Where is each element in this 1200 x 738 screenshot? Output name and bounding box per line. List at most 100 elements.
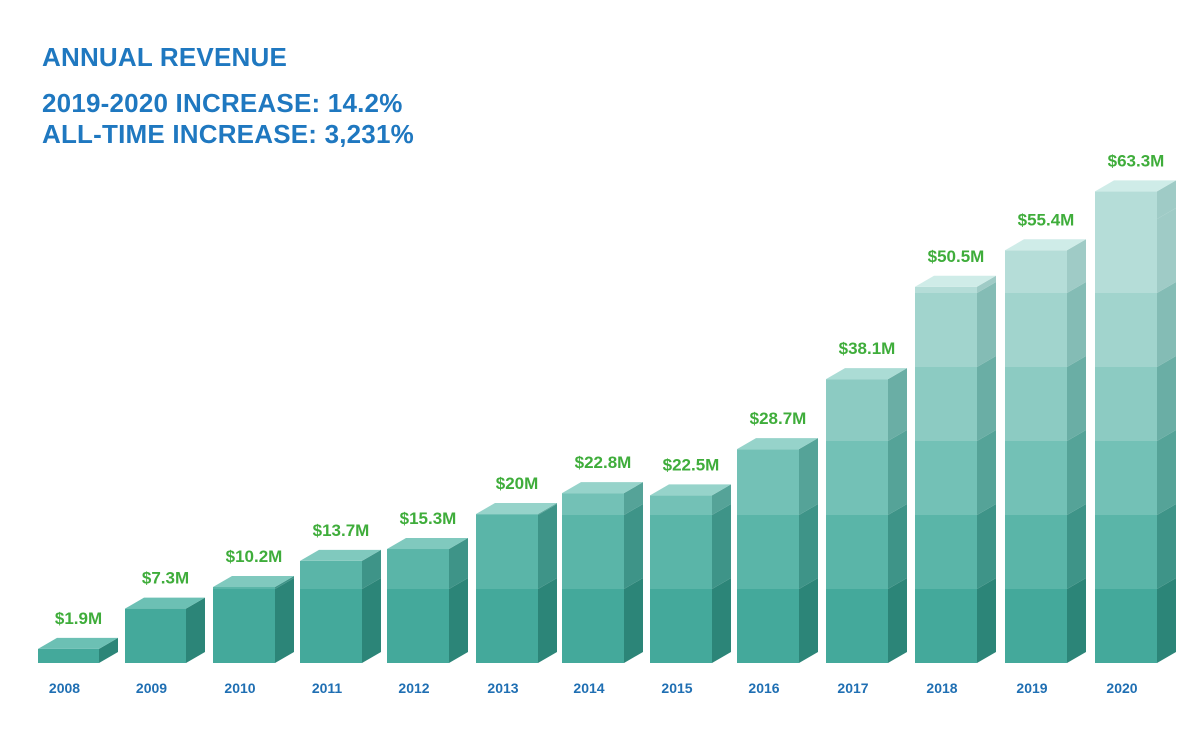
year-label-2020: 2020 <box>1106 680 1137 696</box>
bar-side-segment <box>799 578 818 663</box>
bar-top-face <box>300 549 381 561</box>
chart-title: ANNUAL REVENUE <box>42 42 288 72</box>
bar-front-segment <box>915 286 977 293</box>
bar-front-segment <box>826 589 888 663</box>
bar-side-segment <box>538 504 557 589</box>
bar-front-segment <box>650 589 712 663</box>
bar-side-segment <box>449 538 468 589</box>
bar-top-face <box>125 597 205 609</box>
bar-side-segment <box>1067 356 1086 441</box>
bar-front-segment <box>915 441 977 515</box>
value-label-2012: $15.3M <box>400 509 457 528</box>
bar-front-segment <box>213 587 275 589</box>
bar-2010 <box>213 576 294 663</box>
bar-front-segment <box>1005 293 1067 367</box>
bar-front-segment <box>1095 219 1157 293</box>
bar-front-segment <box>476 589 538 663</box>
bar-front-segment <box>826 515 888 589</box>
bar-front-segment <box>476 515 538 589</box>
bar-front-segment <box>1005 515 1067 589</box>
value-label-2010: $10.2M <box>226 547 283 566</box>
bar-top-face <box>1005 239 1086 251</box>
bar-side-segment <box>1067 504 1086 589</box>
bar-front-segment <box>1005 441 1067 515</box>
value-label-2009: $7.3M <box>142 569 189 588</box>
bar-side-segment <box>977 275 996 293</box>
bar-top-face <box>38 637 118 649</box>
year-label-2008: 2008 <box>49 680 80 696</box>
value-label-2020: $63.3M <box>1108 151 1165 170</box>
bar-top-face <box>562 482 643 494</box>
bar-side-segment <box>624 578 643 663</box>
bar-side-segment <box>624 482 643 515</box>
value-label-2015: $22.5M <box>663 455 720 474</box>
bar-side-segment <box>888 368 907 441</box>
value-label-2018: $50.5M <box>928 247 985 266</box>
bar-front-segment <box>1095 515 1157 589</box>
bar-side-segment <box>799 438 818 515</box>
year-label-2014: 2014 <box>573 680 604 696</box>
bar-side-segment <box>977 356 996 441</box>
bar-2013 <box>476 503 557 663</box>
bar-front-segment <box>38 648 99 663</box>
bar-side-segment <box>977 504 996 589</box>
bar-side-segment <box>1157 208 1176 293</box>
bar-front-segment <box>737 515 799 589</box>
bar-front-segment <box>300 560 362 589</box>
bar-side-segment <box>186 597 205 663</box>
bar-side-segment <box>99 637 118 663</box>
bar-top-face <box>213 576 294 588</box>
bar-side-segment <box>1067 578 1086 663</box>
bar-side-segment <box>275 576 294 589</box>
value-label-2014: $22.8M <box>575 453 632 472</box>
bar-front-segment <box>826 441 888 515</box>
bar-side-segment <box>1157 180 1176 219</box>
bar-side-segment <box>1157 430 1176 515</box>
bar-side-segment <box>977 430 996 515</box>
value-label-2017: $38.1M <box>839 339 896 358</box>
bar-2015 <box>650 484 731 663</box>
bar-front-segment <box>387 589 449 663</box>
bar-side-segment <box>1067 239 1086 293</box>
bar-front-segment <box>915 589 977 663</box>
year-label-2010: 2010 <box>224 680 255 696</box>
bar-2018 <box>915 275 996 663</box>
year-label-2011: 2011 <box>312 680 343 696</box>
bar-top-face <box>650 484 731 496</box>
bar-side-segment <box>888 578 907 663</box>
bar-front-segment <box>1005 367 1067 441</box>
bar-top-face <box>387 538 468 550</box>
bar-top-face <box>826 368 907 380</box>
bar-side-segment <box>712 504 731 589</box>
bar-side-segment <box>538 578 557 663</box>
bar-top-face <box>915 275 996 287</box>
bar-front-segment <box>1095 367 1157 441</box>
chart-subtitle-alltime-increase: ALL-TIME INCREASE: 3,231% <box>42 119 414 149</box>
bar-front-segment <box>737 589 799 663</box>
year-label-2019: 2019 <box>1016 680 1047 696</box>
bar-front-segment <box>1095 293 1157 367</box>
bar-front-segment <box>915 367 977 441</box>
labels-layer: $1.9M 2008 $7.3M 2009 $10.2M 2010 $13.7M 2011 $1… <box>49 151 1164 696</box>
bar-2020 <box>1095 180 1176 663</box>
bar-top-face <box>1095 180 1176 192</box>
bar-side-segment <box>799 504 818 589</box>
bar-front-segment <box>915 293 977 367</box>
bar-side-segment <box>1157 578 1176 663</box>
bar-front-segment <box>1005 250 1067 293</box>
bar-front-segment <box>125 608 186 663</box>
bar-front-segment <box>1095 441 1157 515</box>
bar-2016 <box>737 438 818 663</box>
value-label-2013: $20M <box>496 474 539 493</box>
year-label-2017: 2017 <box>837 680 868 696</box>
bar-side-segment <box>888 430 907 515</box>
bar-2019 <box>1005 239 1086 663</box>
bar-front-segment <box>562 493 624 515</box>
bar-front-segment <box>213 589 275 663</box>
bar-front-segment <box>737 449 799 515</box>
bar-2014 <box>562 482 643 663</box>
value-label-2019: $55.4M <box>1018 210 1075 229</box>
bar-front-segment <box>650 515 712 589</box>
bar-front-segment <box>1095 191 1157 219</box>
